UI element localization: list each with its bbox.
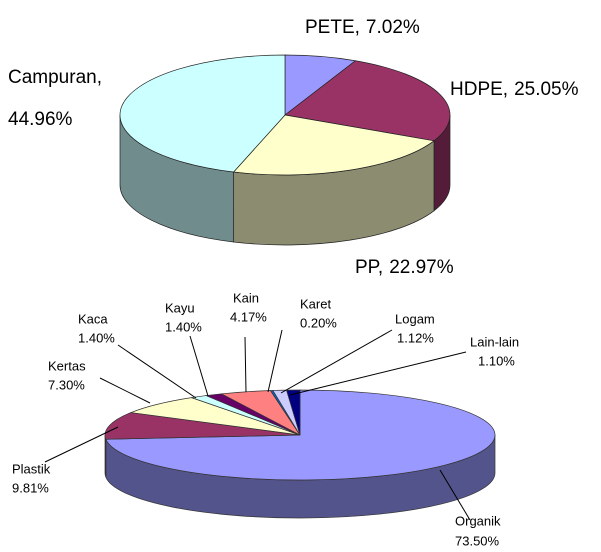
category-label: PP, (355, 257, 383, 278)
category-label: Kayu (165, 300, 195, 315)
value-label: 7.02% (366, 17, 420, 38)
slice-label: PP, 22.97% (355, 257, 454, 278)
leader-line (244, 336, 247, 393)
category-label: Kertas (48, 358, 86, 373)
leader-line (44, 426, 119, 463)
slice-label: HDPE, 25.05% (450, 79, 579, 100)
category-label: Logam (395, 311, 435, 326)
category-label: Organik (455, 513, 501, 528)
slice (284, 60, 451, 142)
category-label: HDPE, (450, 79, 508, 100)
value-label: 4.17% (230, 309, 267, 324)
slice (119, 54, 286, 173)
category-label: Kaca (78, 311, 108, 326)
category-label: Campuran, (8, 67, 102, 88)
leader-line (189, 335, 209, 397)
slice-label: PETE, 7.02% (305, 17, 420, 38)
leader-line (280, 329, 393, 394)
pie (119, 54, 451, 246)
slice (105, 389, 496, 481)
value-label: 1.40% (165, 319, 202, 334)
category-label: Plastik (12, 461, 51, 476)
slice-side (104, 434, 107, 478)
value-label: 0.20% (300, 315, 337, 330)
value-label: 1.10% (478, 353, 515, 368)
value-label: 9.81% (12, 480, 49, 495)
pie (104, 389, 496, 519)
value-label: 73.50% (455, 533, 500, 548)
leader-line (267, 329, 283, 393)
slice (232, 114, 435, 176)
value-label: 7.30% (48, 377, 85, 392)
category-label: Lain-lain (470, 334, 519, 349)
value-label: 22.97% (389, 257, 454, 278)
value-label: 44.96% (8, 109, 73, 130)
value-label: 1.40% (78, 330, 115, 345)
leader-line (439, 469, 471, 521)
category-label: PETE, (305, 17, 360, 38)
category-label: Kain (233, 290, 259, 305)
slice (104, 412, 301, 440)
category-label: Karet (300, 296, 331, 311)
value-label: 1.12% (397, 330, 434, 345)
leader-line (117, 344, 197, 399)
leader-line (99, 377, 151, 404)
leader-line (289, 351, 467, 396)
value-label: 25.05% (514, 79, 579, 100)
